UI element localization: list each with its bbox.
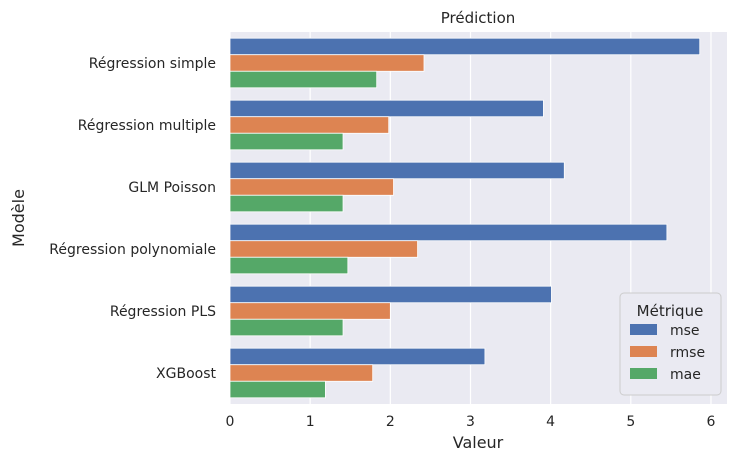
y-tick-label: Régression simple [89, 56, 216, 72]
bar-mse [229, 161, 565, 180]
bar-mse [229, 347, 486, 366]
x-tick-label: 1 [306, 414, 315, 430]
legend-swatch-mae [630, 368, 657, 379]
y-tick-label: Régression PLS [110, 304, 216, 320]
x-tick-label: 3 [466, 414, 475, 430]
x-axis-label: Valeur [453, 433, 504, 452]
legend-label-mae: mae [670, 367, 701, 383]
x-tick-label: 6 [707, 414, 716, 430]
bar-rmse [229, 364, 374, 382]
legend-label-mse: mse [670, 323, 700, 339]
x-tick-label: 2 [386, 414, 395, 430]
bar-mse [229, 285, 552, 304]
bar-mae [229, 380, 326, 399]
bar-mae [229, 70, 378, 89]
bar-mse [229, 223, 668, 242]
legend-items: mse rmse mae [630, 323, 705, 383]
legend: Métrique mse rmse mae [619, 292, 722, 396]
legend-swatch-mse [630, 324, 657, 335]
legend-title: Métrique [637, 302, 704, 320]
bar-mae [229, 256, 349, 275]
x-tick-label: 5 [626, 414, 635, 430]
bar-rmse [229, 116, 390, 134]
y-tick-labels: Régression simple Régression multiple GLM … [49, 56, 216, 382]
bar-rmse [229, 302, 391, 320]
x-tick-label: 4 [546, 414, 555, 430]
bar-rmse [229, 54, 425, 72]
bar-mae [229, 318, 344, 337]
bar-mse [229, 99, 544, 118]
y-tick-label: XGBoost [156, 366, 216, 382]
legend-swatch-rmse [630, 346, 657, 357]
y-axis-label: Modèle [9, 189, 28, 247]
legend-label-rmse: rmse [670, 345, 705, 361]
chart-title: Prédiction [441, 9, 516, 27]
bar-rmse [229, 178, 394, 196]
bar-rmse [229, 240, 418, 258]
bars [229, 37, 701, 399]
bar-mae [229, 132, 344, 151]
y-tick-label: GLM Poisson [128, 180, 216, 196]
y-tick-label: Régression polynomiale [49, 242, 216, 258]
x-tick-labels: 0 1 2 3 4 5 6 [226, 414, 716, 430]
bar-mae [229, 194, 344, 213]
bar-mse [229, 37, 701, 56]
x-tick-label: 0 [226, 414, 235, 430]
y-tick-label: Régression multiple [78, 118, 216, 134]
